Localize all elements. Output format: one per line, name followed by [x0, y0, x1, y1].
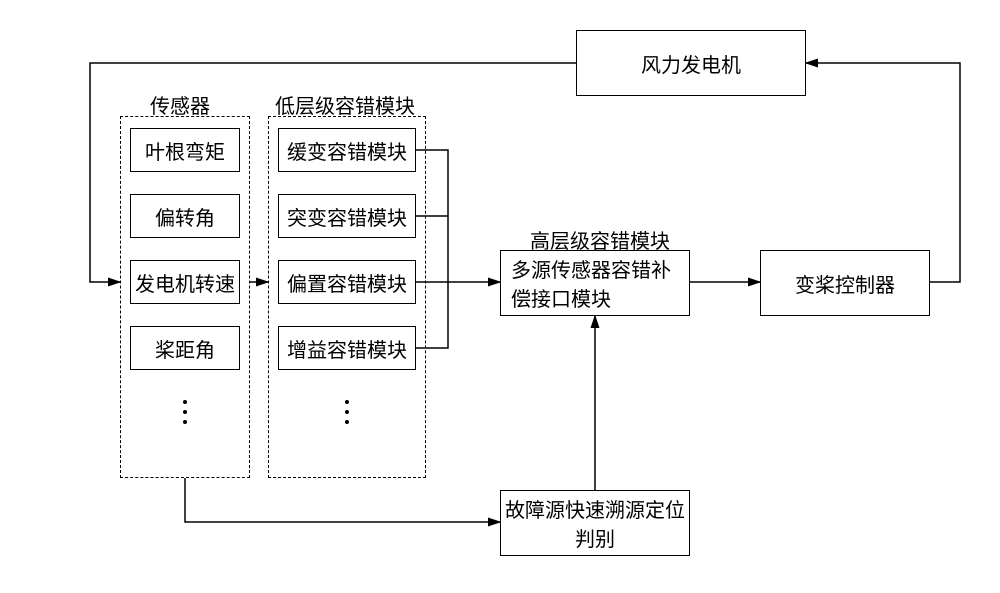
sensor-item-3: 发电机转速 [130, 260, 240, 304]
sensor-vdots [183, 400, 187, 424]
node-label: 变桨控制器 [795, 269, 895, 298]
sensor-item-1: 叶根弯矩 [130, 128, 240, 172]
node-label: 风力发电机 [641, 49, 741, 78]
edge-sensors_to_fault [185, 478, 500, 522]
node-wind-generator: 风力发电机 [576, 30, 806, 96]
node-label: 多源传感器容错补偿接口模块 [511, 254, 679, 312]
low-item-3: 偏置容错模块 [278, 260, 416, 304]
low-item-4: 增益容错模块 [278, 326, 416, 370]
low-vdots [345, 400, 349, 424]
node-label: 故障源快速溯源定位判别 [505, 494, 685, 552]
label: 增益容错模块 [287, 334, 407, 363]
low-item-2: 突变容错模块 [278, 194, 416, 238]
label: 偏转角 [155, 202, 215, 231]
low-item-1: 缓变容错模块 [278, 128, 416, 172]
node-fault-locator: 故障源快速溯源定位判别 [500, 490, 690, 556]
label: 桨距角 [155, 334, 215, 363]
label: 突变容错模块 [287, 202, 407, 231]
group-label-low-level: 低层级容错模块 [275, 90, 415, 119]
sensor-item-4: 桨距角 [130, 326, 240, 370]
label: 缓变容错模块 [287, 136, 407, 165]
label: 发电机转速 [135, 268, 235, 297]
node-controller: 变桨控制器 [760, 250, 930, 316]
group-label-sensors: 传感器 [150, 90, 210, 119]
label: 偏置容错模块 [287, 268, 407, 297]
sensor-item-2: 偏转角 [130, 194, 240, 238]
label: 叶根弯矩 [145, 136, 225, 165]
node-high-module: 多源传感器容错补偿接口模块 [500, 250, 690, 316]
